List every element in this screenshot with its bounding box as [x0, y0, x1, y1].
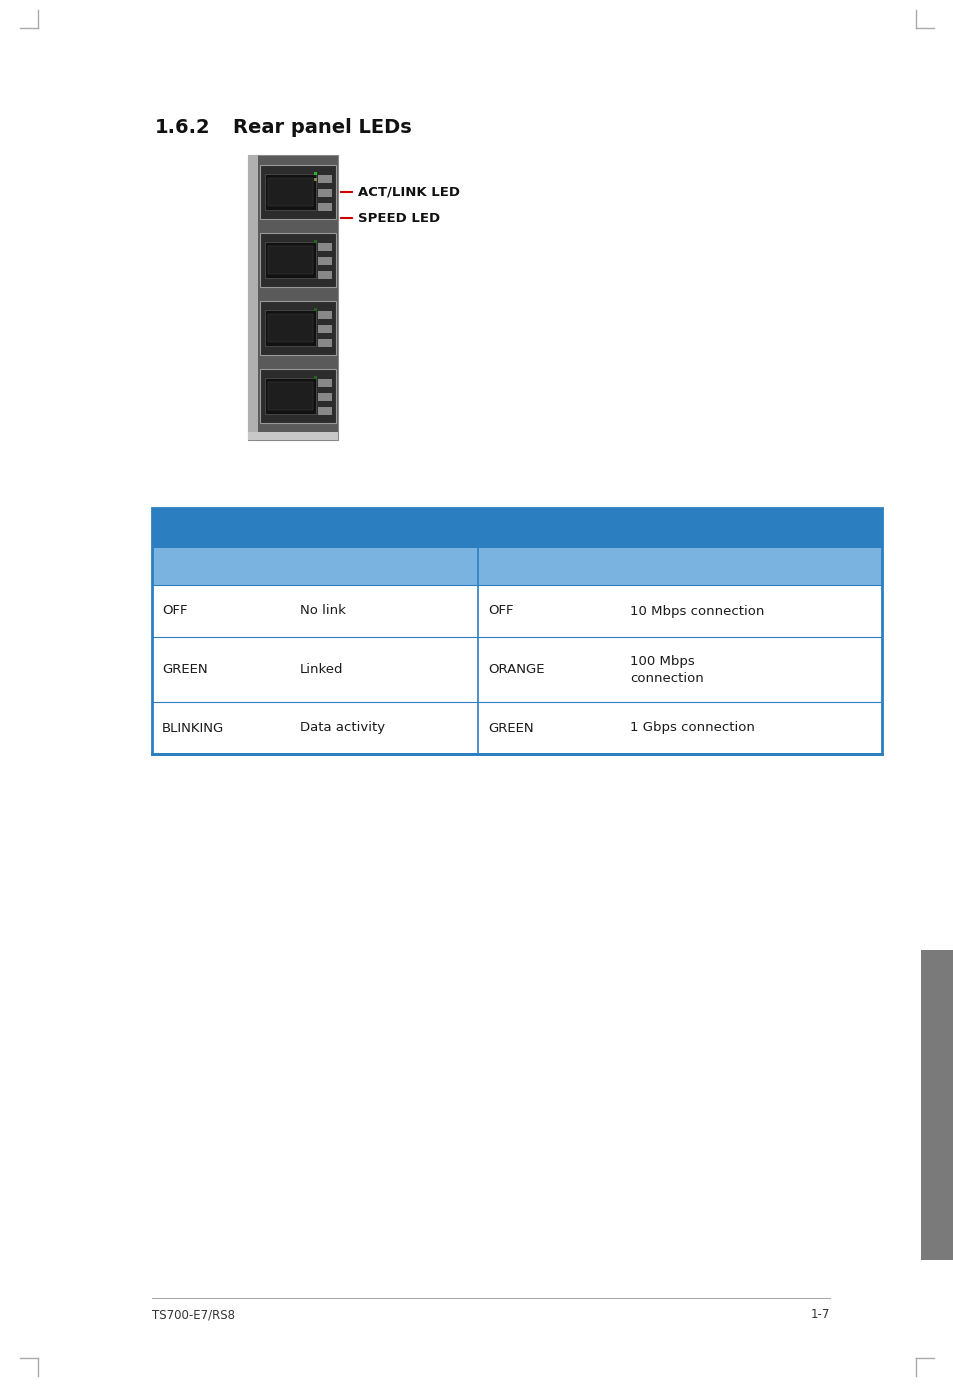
Bar: [317, 175, 332, 182]
Text: TS700-E7/RS8: TS700-E7/RS8: [152, 1308, 234, 1321]
Bar: [265, 310, 315, 347]
Bar: [265, 174, 315, 210]
Bar: [920, 949, 953, 1260]
Bar: [317, 258, 332, 264]
Text: 100 Mbps
connection: 100 Mbps connection: [629, 654, 703, 685]
Text: 1 Gbps connection: 1 Gbps connection: [629, 721, 754, 735]
Text: OFF: OFF: [488, 604, 513, 618]
Bar: [248, 432, 337, 440]
Bar: [314, 308, 316, 310]
Bar: [248, 155, 257, 440]
Text: 10 Mbps connection: 10 Mbps connection: [629, 604, 763, 618]
Bar: [248, 155, 337, 440]
Bar: [265, 379, 315, 413]
Bar: [317, 393, 332, 401]
Bar: [317, 324, 332, 333]
Bar: [152, 508, 882, 548]
Text: Chapter 1: Chapter 1: [929, 1063, 944, 1147]
Bar: [268, 178, 313, 206]
Text: GREEN: GREEN: [488, 721, 533, 735]
Bar: [260, 166, 335, 219]
Text: No link: No link: [299, 604, 346, 618]
Text: SPEED LED: SPEED LED: [357, 212, 439, 224]
Bar: [268, 246, 313, 274]
Text: GREEN: GREEN: [162, 663, 208, 677]
Bar: [268, 381, 313, 411]
Bar: [260, 369, 335, 423]
Bar: [317, 310, 332, 319]
Text: ACT/LINK LED: ACT/LINK LED: [357, 185, 459, 199]
Bar: [314, 239, 316, 244]
Bar: [317, 406, 332, 415]
Text: Status: Status: [488, 560, 536, 574]
Text: SPEED LED: SPEED LED: [488, 521, 573, 535]
Text: 1-7: 1-7: [810, 1308, 829, 1321]
Bar: [317, 189, 332, 198]
Bar: [317, 340, 332, 347]
Bar: [317, 379, 332, 387]
Text: ORANGE: ORANGE: [488, 663, 544, 677]
Text: Description: Description: [629, 560, 715, 574]
Bar: [317, 271, 332, 278]
Text: Status: Status: [162, 560, 211, 574]
Text: 1.6.2: 1.6.2: [154, 118, 211, 136]
Text: Description: Description: [299, 560, 385, 574]
Text: OFF: OFF: [162, 604, 188, 618]
Bar: [268, 315, 313, 342]
Bar: [317, 244, 332, 251]
Bar: [260, 232, 335, 287]
Text: ACT/LINK LED: ACT/LINK LED: [162, 521, 269, 535]
Text: BLINKING: BLINKING: [162, 721, 224, 735]
Bar: [317, 203, 332, 212]
Text: Rear panel LEDs: Rear panel LEDs: [233, 118, 412, 136]
Bar: [260, 301, 335, 355]
Bar: [314, 173, 316, 175]
Bar: [314, 376, 316, 379]
Text: Data activity: Data activity: [299, 721, 385, 735]
Bar: [152, 508, 882, 754]
Bar: [314, 178, 316, 181]
Bar: [265, 242, 315, 278]
Text: Linked: Linked: [299, 663, 343, 677]
Bar: [152, 548, 882, 585]
